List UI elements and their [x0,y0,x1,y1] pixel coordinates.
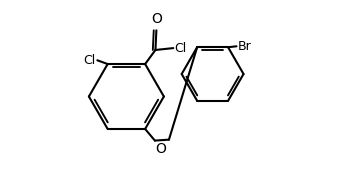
Text: Cl: Cl [175,42,187,55]
Text: O: O [156,142,166,156]
Text: O: O [151,12,162,26]
Text: Cl: Cl [84,54,96,67]
Text: Br: Br [237,40,251,53]
